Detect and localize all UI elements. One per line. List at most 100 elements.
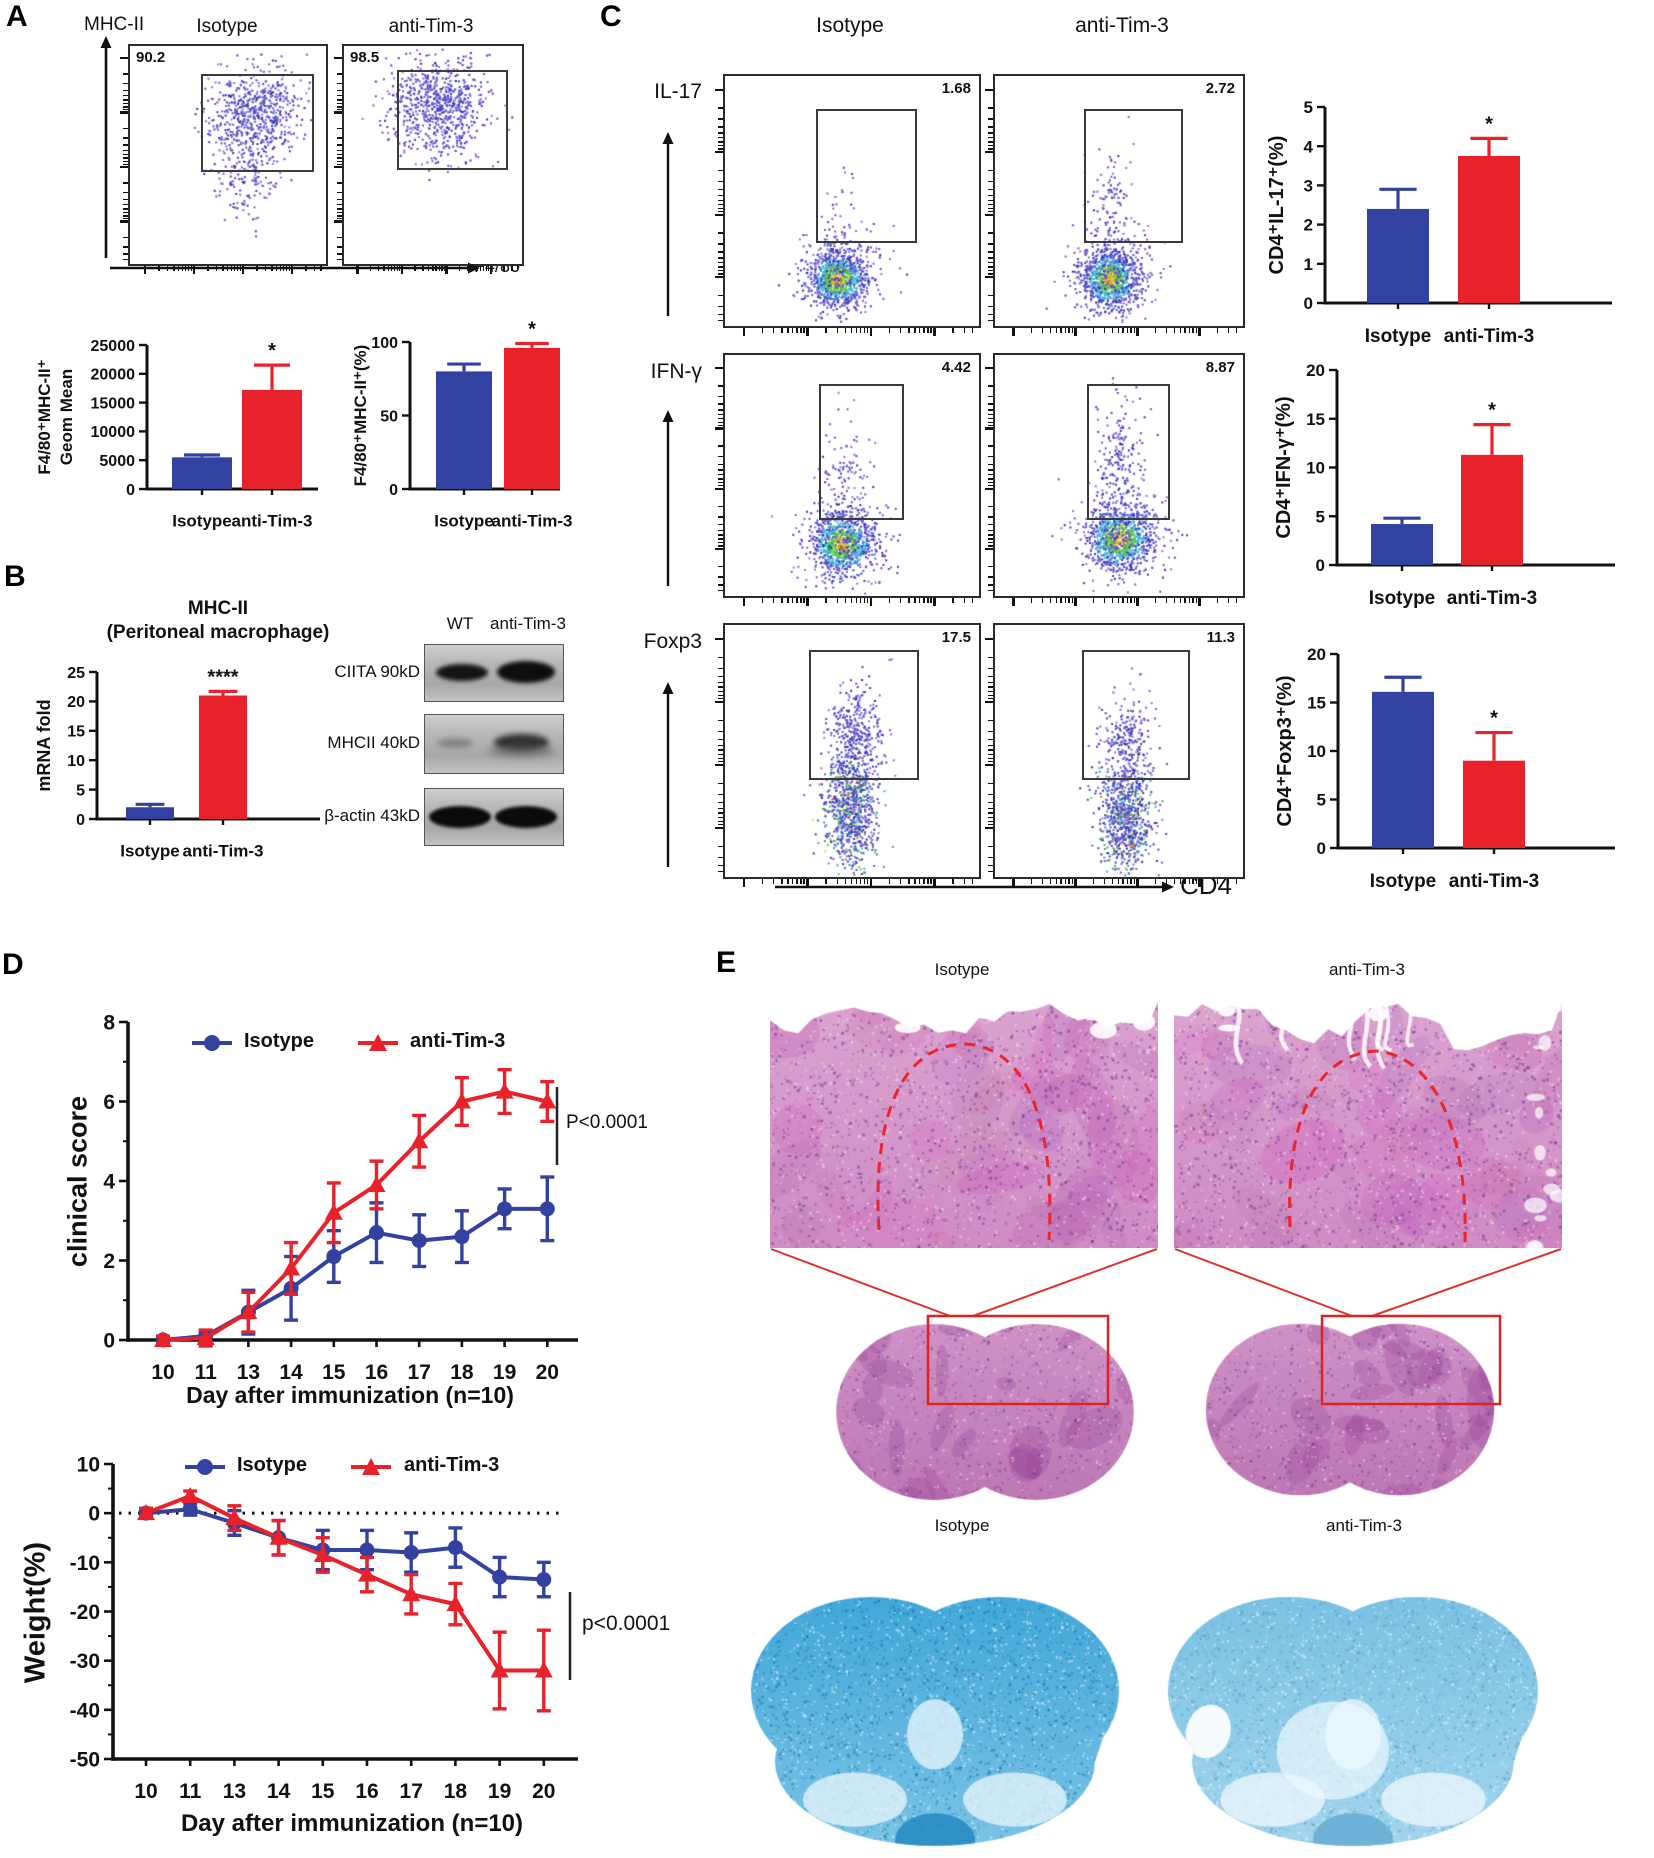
svg-text:Geom Mean: Geom Mean — [57, 369, 76, 465]
western-blot-mhcii — [424, 714, 564, 774]
svg-text:11: 11 — [179, 1780, 202, 1803]
svg-text:10: 10 — [151, 1361, 174, 1384]
svg-text:25: 25 — [67, 665, 85, 682]
svg-text:3: 3 — [1304, 177, 1313, 196]
svg-text:****: **** — [207, 666, 238, 688]
svg-text:CD4⁺Foxp3⁺(%): CD4⁺Foxp3⁺(%) — [1274, 675, 1296, 826]
flow-plot-il17-isotype: 1.68 — [715, 74, 981, 336]
svg-text:17: 17 — [408, 1361, 431, 1384]
blot-lane-wt: WT — [446, 614, 474, 633]
panelE-top-label-anti-tim3: anti-Tim-3 — [1329, 960, 1405, 979]
flow-plot-il17-anti-tim3: 2.72 — [985, 74, 1245, 336]
svg-text:20000: 20000 — [91, 367, 136, 384]
svg-text:20: 20 — [1307, 645, 1326, 664]
gate-percentage: 2.72 — [1205, 80, 1235, 97]
svg-text:15: 15 — [1306, 410, 1325, 429]
he-stain-section-isotype — [825, 1312, 1145, 1512]
panel-e-label: E — [716, 946, 737, 979]
svg-text:4: 4 — [103, 1171, 115, 1194]
svg-text:*: * — [1488, 400, 1496, 422]
he-stain-section-anti-tim3 — [1195, 1312, 1505, 1507]
svg-text:0: 0 — [76, 812, 85, 829]
svg-text:20: 20 — [536, 1361, 559, 1384]
flow-gate — [397, 69, 509, 170]
gate-percentage: 8.87 — [1205, 359, 1235, 376]
svg-text:5: 5 — [1304, 98, 1313, 117]
legend-isotype-marker-clinical — [192, 1035, 232, 1051]
svg-text:15000: 15000 — [91, 395, 136, 412]
svg-text:16: 16 — [355, 1780, 378, 1803]
panelE-top-label-isotype: Isotype — [934, 960, 990, 979]
panel-b-label: B — [4, 560, 26, 593]
svg-text:-50: -50 — [70, 1749, 100, 1772]
weight-y-axis-title: Weight(%) — [19, 1541, 52, 1684]
svg-text:50: 50 — [380, 408, 398, 425]
flow-gate — [816, 108, 917, 243]
flow-gate — [1084, 108, 1183, 243]
panelA-header-isotype: Isotype — [196, 16, 258, 37]
panelC-row-marker-foxp3: Foxp3 — [643, 630, 702, 653]
legend-anti-tim3-label-clinical: anti-Tim-3 — [410, 1030, 506, 1052]
svg-text:1: 1 — [1304, 255, 1313, 274]
flow-plot-foxp3-isotype: 17.5 — [715, 623, 981, 887]
svg-text:anti-Tim-3: anti-Tim-3 — [183, 841, 264, 860]
svg-text:10: 10 — [67, 753, 85, 770]
svg-text:0: 0 — [389, 482, 398, 499]
weight-x-axis-title: Day after immunization (n=10) — [180, 1810, 524, 1837]
svg-text:anti-Tim-3: anti-Tim-3 — [1447, 588, 1537, 609]
blot-row-bactin: β-actin 43kD — [324, 806, 420, 825]
svg-text:6: 6 — [103, 1091, 115, 1114]
panel-a-label: A — [6, 0, 28, 33]
flow-plot-ifng-isotype: 4.42 — [715, 353, 981, 606]
svg-text:0: 0 — [1317, 839, 1326, 858]
svg-text:Isotype: Isotype — [1370, 871, 1437, 892]
svg-text:20: 20 — [532, 1780, 555, 1803]
svg-text:10: 10 — [1307, 742, 1326, 761]
svg-text:13: 13 — [223, 1780, 246, 1803]
legend-anti-tim3-marker-clinical — [358, 1034, 398, 1051]
svg-text:19: 19 — [488, 1780, 511, 1803]
gate-percentage: 1.68 — [941, 80, 971, 97]
panel-d-label: D — [2, 948, 24, 981]
svg-text:5000: 5000 — [99, 453, 135, 470]
clinical-y-axis-title: clinical score — [62, 1095, 93, 1268]
western-blot-ciita — [424, 644, 564, 702]
svg-text:mRNA fold: mRNA fold — [34, 699, 54, 791]
svg-text:CD4⁺IFN-γ⁺(%): CD4⁺IFN-γ⁺(%) — [1273, 396, 1295, 538]
he-stain-detail-isotype — [770, 1002, 1158, 1248]
svg-text:15: 15 — [1307, 694, 1326, 713]
svg-text:10: 10 — [77, 1454, 100, 1477]
flow-plot-foxp3-anti-tim3: 11.3 — [985, 623, 1245, 887]
svg-text:anti-Tim-3: anti-Tim-3 — [232, 511, 313, 530]
svg-text:25000: 25000 — [91, 338, 136, 355]
panelA-header-anti-tim3: anti-Tim-3 — [388, 16, 474, 37]
svg-text:F4/80⁺MHC-II⁺: F4/80⁺MHC-II⁺ — [35, 359, 54, 474]
panelC-row-marker-ifng: IFN-γ — [650, 360, 702, 383]
svg-text:2: 2 — [1304, 216, 1313, 235]
flow-gate — [808, 650, 920, 781]
blot-row-ciita: CIITA 90kD — [334, 662, 420, 681]
panelB-chart-title: MHC-II — [187, 598, 249, 619]
svg-text:14: 14 — [267, 1780, 291, 1803]
svg-text:19: 19 — [493, 1361, 516, 1384]
flow-plot-ifng-anti-tim3: 8.87 — [985, 353, 1245, 606]
gate-percentage: 98.5 — [350, 49, 380, 66]
flow-plot-a-anti-tim3: 98.5 — [334, 44, 524, 274]
svg-text:14: 14 — [279, 1361, 303, 1384]
flow-gate — [200, 74, 315, 173]
legend-isotype-marker-weight — [185, 1459, 225, 1475]
svg-text:15: 15 — [322, 1361, 346, 1384]
svg-text:2: 2 — [103, 1250, 115, 1273]
panelC-row-marker-il17: IL-17 — [654, 80, 702, 103]
svg-text:0: 0 — [126, 482, 135, 499]
gate-percentage: 4.42 — [941, 359, 971, 376]
svg-text:11: 11 — [195, 1361, 218, 1384]
flow-gate — [1086, 383, 1171, 521]
svg-text:10: 10 — [1306, 459, 1325, 478]
svg-text:Isotype: Isotype — [172, 511, 232, 530]
clinical-x-axis-title: Day after immunization (n=10) — [186, 1382, 514, 1408]
blot-row-mhcii: MHCII 40kD — [327, 733, 420, 752]
svg-text:0: 0 — [103, 1330, 115, 1353]
svg-text:*: * — [268, 340, 276, 362]
gate-percentage: 90.2 — [136, 49, 166, 66]
